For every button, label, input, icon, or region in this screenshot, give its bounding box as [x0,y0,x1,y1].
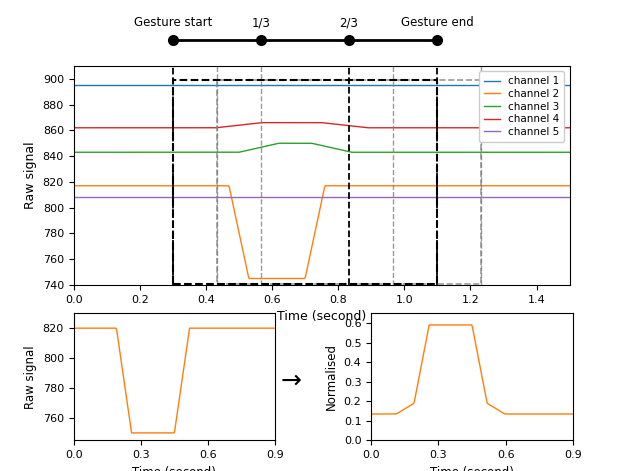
channel 3 [444,149,452,155]
Bar [217,80,481,284]
channel 4 [157,125,165,130]
channel 1 [294,82,302,88]
channel 4 [402,125,410,130]
Y-axis label: Raw signal: Raw signal [24,345,37,409]
channel 4 [70,125,77,130]
channel 2 [157,183,165,188]
channel 3 [566,149,573,155]
channel 2 [295,276,303,281]
X-axis label: Time (second): Time (second) [277,310,366,323]
channel 3 [197,149,205,155]
channel 4 [259,120,266,125]
channel 3 [157,149,165,155]
channel 4 [295,120,303,125]
channel 5 [70,195,77,200]
channel 1 [197,82,205,88]
channel 1 [444,82,451,88]
channel 2 [363,183,371,188]
X-axis label: Time (second): Time (second) [132,466,216,471]
Line: channel 3: channel 3 [74,143,570,152]
Bar [173,80,437,284]
Text: 2/3: 2/3 [340,16,358,29]
Line: channel 4: channel 4 [74,122,570,128]
channel 2 [444,183,452,188]
Text: 1/3: 1/3 [252,16,271,29]
Y-axis label: Raw signal: Raw signal [24,142,37,209]
channel 1 [566,82,573,88]
channel 1 [362,82,370,88]
channel 5 [444,195,451,200]
channel 1 [70,82,77,88]
channel 4 [363,125,371,130]
channel 5 [157,195,165,200]
Y-axis label: Normalised: Normalised [325,343,338,410]
channel 2 [245,276,253,281]
channel 5 [362,195,370,200]
channel 4 [197,125,205,130]
channel 3 [402,149,410,155]
channel 5 [197,195,205,200]
Text: Gesture end: Gesture end [401,16,474,29]
channel 4 [566,125,573,130]
X-axis label: Time (second): Time (second) [430,466,514,471]
channel 1 [401,82,409,88]
channel 2 [197,183,205,188]
Line: channel 2: channel 2 [74,186,570,278]
channel 2 [566,183,573,188]
channel 3 [363,149,371,155]
Text: $\rightarrow$: $\rightarrow$ [276,367,303,391]
channel 4 [444,125,452,130]
channel 1 [157,82,165,88]
Text: Gesture start: Gesture start [134,16,212,29]
channel 5 [401,195,409,200]
channel 2 [70,183,77,188]
channel 3 [70,149,77,155]
channel 3 [295,140,303,146]
channel 5 [566,195,573,200]
Legend: channel 1, channel 2, channel 3, channel 4, channel 5: channel 1, channel 2, channel 3, channel… [479,71,564,142]
channel 2 [402,183,410,188]
channel 3 [275,140,283,146]
channel 5 [294,195,302,200]
